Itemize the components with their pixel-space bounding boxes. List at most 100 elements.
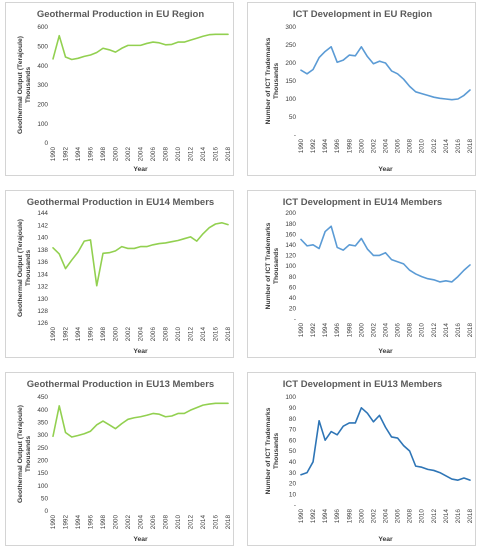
data-point [318,57,320,59]
x-tick-label: 2018 [467,323,474,338]
data-point [385,252,387,254]
data-point [77,435,79,437]
data-point [342,249,344,251]
y-tick-label: 250 [285,42,296,49]
data-point [96,52,98,54]
x-tick-label: 2016 [213,147,220,162]
series-line [300,45,471,101]
data-point [306,245,308,247]
y-tick-label: 30 [289,470,297,477]
data-point [439,281,441,283]
chart-title: Geothermal Production in EU13 Members [27,379,214,390]
data-point [221,222,223,224]
data-point [83,433,85,435]
x-tick-label: 1998 [100,147,107,162]
data-point [300,239,302,241]
data-point [439,472,441,474]
data-point [208,227,210,229]
y-axis-label: Geothermal Output (Terajoule) [17,405,24,503]
x-tick-label: 2002 [370,139,377,154]
data-point [354,55,356,57]
chart-panel-geo-eu: Geothermal Production in EU Region 0 100 20… [5,2,234,176]
data-point [90,54,92,56]
y-tick-label: 100 [285,394,296,401]
x-tick-label: 2004 [138,147,145,162]
data-point [115,428,117,430]
x-tick-label: 2006 [395,323,402,338]
x-tick-label: 1998 [100,515,107,530]
chart-title: Geothermal Production in EU Region [37,9,205,20]
data-point [52,247,54,249]
x-tick-label: 1994 [75,147,82,162]
data-point [457,276,459,278]
chart-svg: ICT Development in EU13 Members - 10 20 30 40… [265,379,474,543]
chart-panel-ict-eu13: ICT Development in EU13 Members - 10 20 30 40… [247,372,476,546]
chart-panel-ict-eu14: ICT Development in EU14 Members - 20 40 60 80… [247,190,476,358]
chart-title: ICT Development in EU13 Members [283,379,442,390]
y-tick-label: - [294,132,296,139]
data-point [115,250,117,252]
chart-panel-ict-eu: ICT Development in EU Region - 50 100 150 200… [247,2,476,176]
x-tick-label: 2008 [163,515,170,530]
x-tick-label: 2016 [455,509,462,524]
y-tick-label: 138 [37,247,48,254]
data-point [58,405,60,407]
data-point [306,73,308,75]
x-tick-label: 2004 [383,323,390,338]
data-point [208,403,210,405]
y-tick-label: 150 [285,78,296,85]
data-point [165,416,167,418]
data-point [415,465,417,467]
series-line [300,406,471,481]
data-point [421,466,423,468]
x-axis-label: Year [133,166,148,173]
data-point [215,223,217,225]
data-point [324,51,326,53]
data-point [140,44,142,46]
x-tick-label: 2006 [395,509,402,524]
chart-svg: ICT Development in EU14 Members - 20 40 60 80… [265,197,474,355]
y-tick-label: - [294,316,296,323]
data-point [152,413,154,415]
data-point [336,434,338,436]
y-tick-label: 100 [285,263,296,270]
x-tick-label: 1990 [50,327,57,342]
data-point [366,412,368,414]
data-point [427,278,429,280]
data-point [373,421,375,423]
x-tick-label: 2000 [113,147,120,162]
x-tick-label: 1994 [322,323,329,338]
y-axis-unit: Thousands [25,250,32,286]
x-tick-label: 2000 [358,323,365,338]
data-point [360,238,362,240]
y-tick-label: 80 [289,274,297,281]
data-point [52,58,54,60]
data-point [52,435,54,437]
y-tick-label: 130 [37,296,48,303]
data-point [409,450,411,452]
y-tick-label: 160 [285,231,296,238]
data-point [133,248,135,250]
data-point [227,224,229,226]
x-tick-label: 2014 [200,147,207,162]
data-point [451,99,453,101]
x-tick-label: 2016 [213,515,220,530]
data-point [342,425,344,427]
x-tick-label: 2018 [467,509,474,524]
x-tick-label: 2016 [455,139,462,154]
y-tick-label: 128 [37,308,48,315]
data-point [409,269,411,271]
chart-svg: ICT Development in EU Region - 50 100 150 200… [265,9,474,173]
y-tick-label: 200 [37,102,48,109]
y-axis-unit: Thousands [273,248,280,284]
x-axis-label: Year [378,536,393,543]
data-point [409,86,411,88]
data-point [403,263,405,265]
data-point [421,93,423,95]
data-point [312,461,314,463]
data-point [58,253,60,255]
y-tick-label: 200 [37,458,48,465]
y-tick-label: 50 [41,496,49,503]
data-point [127,248,129,250]
x-tick-label: 2014 [200,515,207,530]
